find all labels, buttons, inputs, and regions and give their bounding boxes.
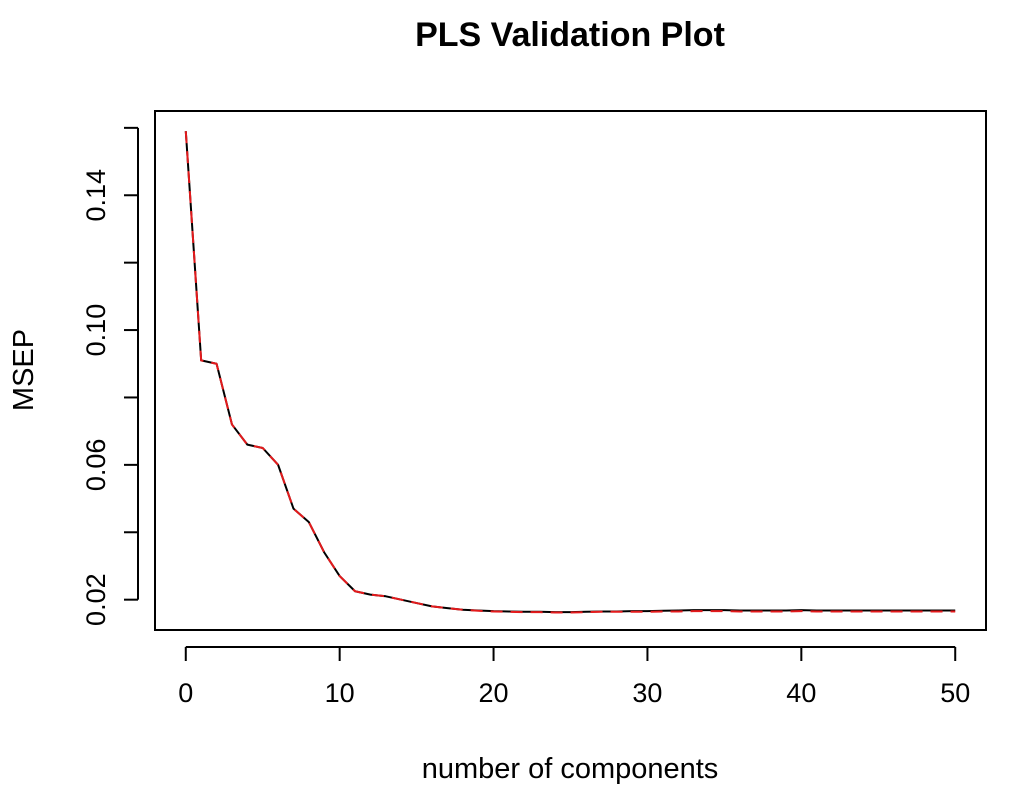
y-tick-label: 0.02 xyxy=(81,573,111,626)
x-tick-label: 50 xyxy=(940,678,970,708)
y-axis: 0.02 0.06 0.10 0.14 xyxy=(81,126,139,626)
x-tick-label: 0 xyxy=(178,678,193,708)
y-tick-label: 0.06 xyxy=(81,439,111,492)
y-tick-label: 0.10 xyxy=(81,304,111,357)
x-tick-label: 20 xyxy=(479,678,509,708)
chart-title: PLS Validation Plot xyxy=(415,16,725,54)
x-axis: 0 10 20 30 40 50 xyxy=(178,646,970,708)
x-axis-label: number of components xyxy=(422,753,719,785)
x-tick-label: 10 xyxy=(325,678,355,708)
x-tick-label: 30 xyxy=(632,678,662,708)
series-line-2 xyxy=(184,131,956,614)
y-axis-label: MSEP xyxy=(8,329,40,411)
x-tick-label: 40 xyxy=(786,678,816,708)
y-tick-label: 0.14 xyxy=(81,169,111,222)
series-line-1 xyxy=(184,131,956,614)
plot-frame xyxy=(154,110,987,631)
series-layer xyxy=(184,131,956,614)
